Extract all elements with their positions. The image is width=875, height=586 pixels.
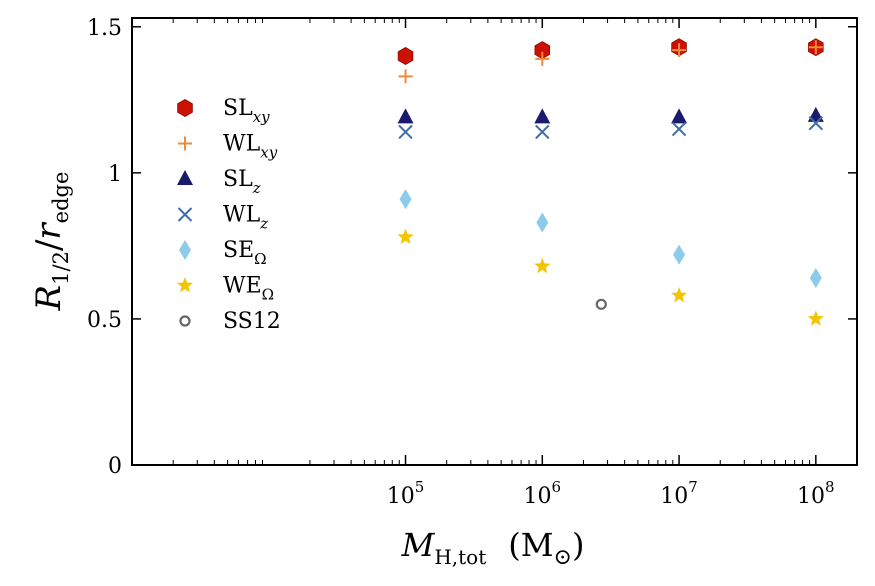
- x-tick-label: 107: [660, 478, 698, 509]
- y-axis-title: R1/2/redge: [29, 172, 73, 312]
- data-point: [398, 69, 413, 84]
- legend-marker: [178, 136, 192, 151]
- data-point: [595, 298, 607, 310]
- legend-label: WLxy: [223, 132, 278, 162]
- tick-labels: 0 0.5 1 1.5 105 106 107 108: [87, 16, 835, 509]
- y-tick-label: 0.5: [87, 308, 122, 333]
- data-point: [808, 40, 823, 55]
- legend-marker: [177, 207, 193, 222]
- legend-item: WLxy: [178, 132, 278, 162]
- x-tick-label: 106: [524, 478, 562, 509]
- legend-item: WEΩ: [176, 274, 274, 304]
- data-point: [398, 124, 413, 140]
- legend-marker: [177, 99, 193, 117]
- data-point: [671, 108, 688, 124]
- data-point: [535, 124, 550, 140]
- legend-label: SLxy: [223, 96, 270, 126]
- data-point: [671, 121, 687, 137]
- legend: SLxy WLxy SLz WLz SEΩ WEΩ SS12: [176, 96, 281, 334]
- legend-label: WEΩ: [223, 274, 274, 304]
- data-point: [397, 47, 414, 65]
- data-point: [673, 244, 686, 265]
- y-tick-label: 1: [108, 162, 122, 187]
- legend-item: WLz: [177, 203, 268, 233]
- axis-ticks: [132, 18, 857, 466]
- x-axis-title: MH,tot (M⊙): [401, 526, 585, 570]
- plot-frame: [131, 17, 858, 466]
- data-points: [397, 38, 824, 326]
- data-point: [672, 43, 687, 58]
- data-point: [399, 189, 412, 210]
- legend-label: SS12: [223, 309, 281, 334]
- data-point: [809, 268, 822, 289]
- data-point: [397, 228, 414, 244]
- legend-label: SLz: [223, 167, 261, 197]
- legend-label: SEΩ: [223, 238, 267, 268]
- y-tick-label: 0: [108, 454, 122, 479]
- data-point: [397, 108, 414, 124]
- y-tick-label: 1.5: [87, 16, 122, 41]
- data-point: [535, 51, 550, 66]
- data-point: [534, 257, 551, 274]
- legend-item: SEΩ: [179, 238, 267, 268]
- legend-item: SLz: [177, 167, 261, 197]
- x-tick-label: 108: [797, 478, 835, 509]
- legend-marker: [179, 240, 191, 260]
- legend-marker: [177, 170, 193, 185]
- data-point: [536, 212, 549, 233]
- data-point: [534, 108, 551, 124]
- data-point: [808, 115, 824, 131]
- data-point: [807, 106, 824, 122]
- legend-item: SLxy: [177, 96, 270, 126]
- legend-marker: [179, 315, 191, 327]
- data-point: [670, 287, 688, 303]
- legend-label: WLz: [223, 203, 268, 233]
- legend-item: SS12: [179, 309, 281, 334]
- data-point: [807, 310, 824, 326]
- legend-marker: [176, 277, 194, 293]
- x-tick-label: 105: [387, 478, 425, 509]
